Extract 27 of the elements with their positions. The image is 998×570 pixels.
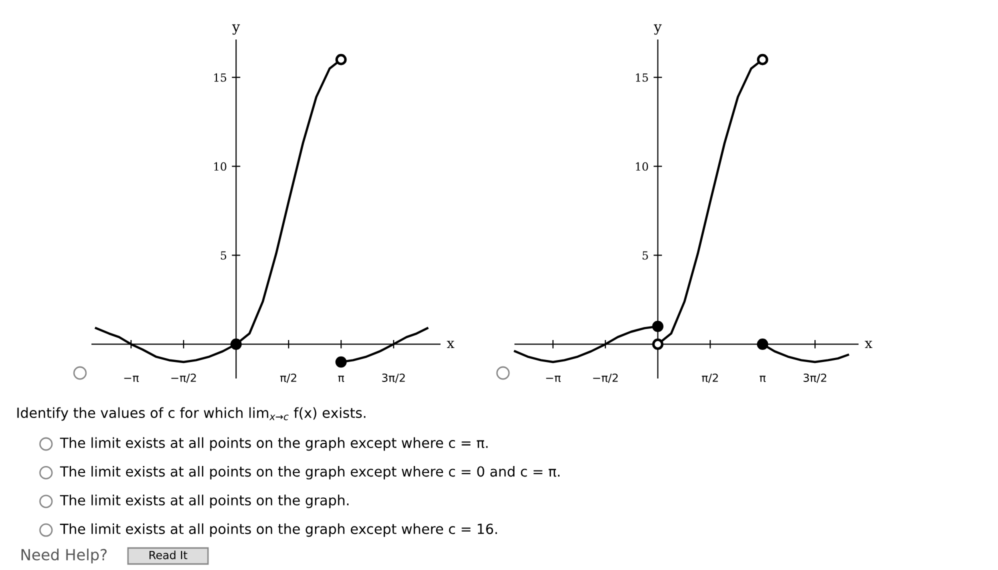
x-tick-label: −π/2 bbox=[171, 374, 196, 383]
y-tick-label: 5 bbox=[220, 251, 226, 260]
x-tick-label: −π bbox=[546, 376, 561, 382]
text: Identify the values of c for which lim$_{x→c}$ f(x) exists. bbox=[17, 407, 366, 421]
x-tick-label: π bbox=[338, 376, 344, 382]
text: The limit exists at all points on the graph except where c = π. bbox=[60, 437, 488, 451]
x-tick-label: π/2 bbox=[702, 374, 718, 383]
text: The limit exists at all points on the graph except where c = 16. bbox=[60, 523, 497, 537]
x-tick-label: 3π/2 bbox=[804, 374, 826, 383]
y-tick-label: 15 bbox=[636, 73, 648, 82]
y-axis-title: y bbox=[654, 24, 662, 35]
x-tick-label: −π/2 bbox=[593, 374, 618, 383]
x-tick-label: 3π/2 bbox=[382, 374, 405, 383]
text: Need Help? bbox=[22, 548, 107, 564]
y-tick-label: 15 bbox=[214, 73, 226, 82]
x-tick-label: π/2 bbox=[280, 374, 296, 383]
x-axis-title: x bbox=[864, 340, 872, 348]
text: The limit exists at all points on the graph. bbox=[60, 494, 349, 508]
x-axis-title: x bbox=[446, 340, 454, 348]
y-tick-label: 10 bbox=[636, 162, 648, 171]
text: Read It bbox=[150, 550, 188, 560]
text: The limit exists at all points on the graph except where c = 0 and c = π. bbox=[60, 466, 560, 480]
y-axis-title: y bbox=[232, 24, 240, 35]
x-tick-label: π bbox=[760, 376, 766, 382]
y-tick-label: 10 bbox=[214, 162, 226, 171]
x-tick-label: −π bbox=[124, 376, 139, 382]
y-tick-label: 5 bbox=[642, 251, 648, 260]
